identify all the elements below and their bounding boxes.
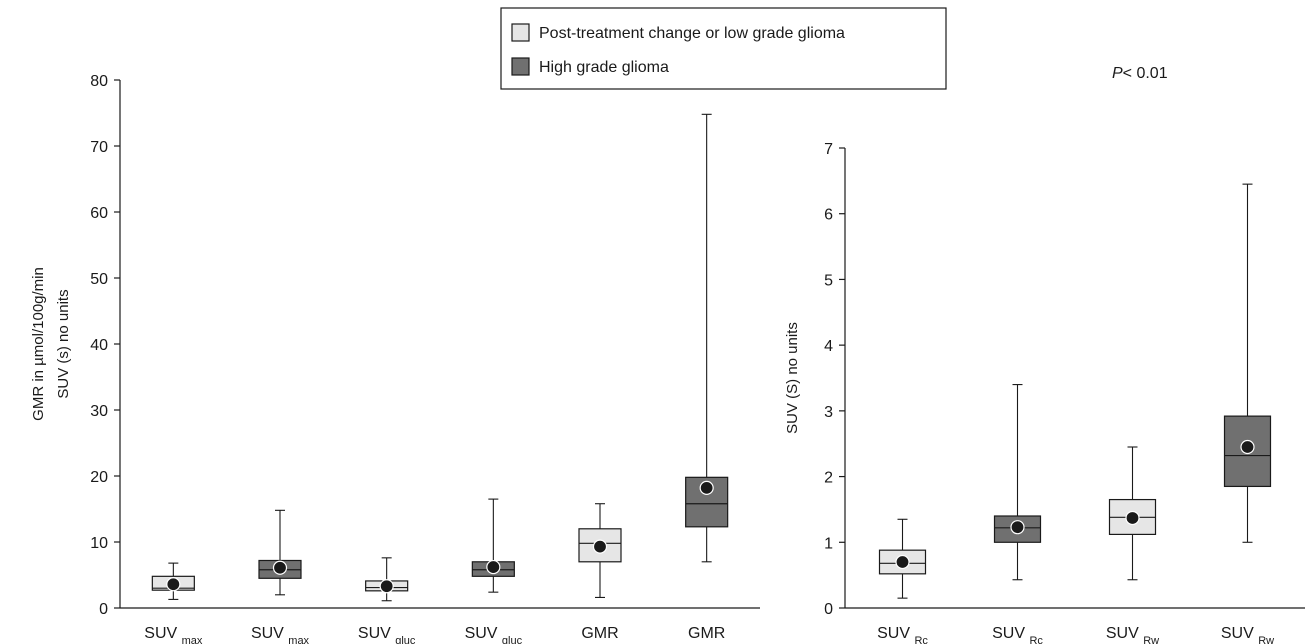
legend-frame [500,7,947,90]
legend-swatch-high [511,57,530,76]
y-tick-label: 20 [90,469,108,486]
category-label-main: SUV [465,625,502,642]
y-tick-label: 10 [90,535,108,552]
legend-swatch-low [511,23,530,42]
category-label-subscript: gluc [395,635,416,644]
p-value-annotation: P< 0.01 [1112,65,1168,82]
mean-marker [166,577,181,592]
category-label: GMR [688,625,725,642]
box-high [1223,183,1272,543]
category-label: SUV Rc [877,625,928,644]
category-label-subscript: gluc [502,635,523,644]
y-tick-label: 7 [824,141,833,158]
mean-marker [895,554,910,570]
category-label-main: SUV [358,625,395,642]
y-tick-label: 80 [90,73,108,90]
y-tick-label: 2 [824,470,833,487]
mean-marker [272,560,288,575]
category-label-main: SUV [1106,625,1143,642]
category-label-subscript: Rc [914,635,928,644]
category-label-subscript: Rc [1029,635,1043,644]
y-tick-label: 4 [824,338,833,355]
y-tick-label: 60 [90,205,108,222]
mean-marker [1240,439,1255,455]
y-tick-label: 40 [90,337,108,354]
mean-marker [486,559,501,575]
y-tick-label: 0 [99,601,108,618]
mean-marker [379,579,394,594]
y-axis-label: GMR in µmol/100g/min [30,267,47,421]
mean-marker [1010,520,1025,535]
category-label: SUV max [144,625,203,644]
category-label-subscript: max [182,635,203,644]
y-tick-label: 5 [824,272,833,289]
category-label: GMR [581,625,618,642]
y-axis-label: SUV (s) no units [55,289,72,398]
y-tick-label: 50 [90,271,108,288]
y-axis-label: SUV (S) no units [784,322,801,434]
box-high [993,384,1042,581]
category-label-main: SUV [144,625,181,642]
box-low [878,518,927,599]
box-low [151,562,195,600]
box-low [578,503,622,598]
box-low [365,557,409,602]
y-tick-label: 1 [824,535,833,552]
p-value-threshold: < 0.01 [1123,65,1168,82]
y-tick-label: 30 [90,403,108,420]
category-label-main: GMR [688,625,725,642]
mean-marker [1125,510,1140,526]
category-label: SUV gluc [358,625,416,644]
category-label-subscript: Rw [1258,635,1274,644]
category-label: SUV Rw [1106,625,1159,644]
category-label: SUV max [251,625,310,644]
category-label: SUV Rw [1221,625,1274,644]
legend: Post-treatment change or low grade gliom… [500,7,947,90]
category-label-subscript: max [288,635,309,644]
y-tick-label: 3 [824,404,833,421]
box-high [685,113,729,563]
mean-marker [592,539,608,554]
category-label: SUV gluc [465,625,523,644]
category-label-main: SUV [992,625,1029,642]
box-high [258,509,302,596]
category-label-main: SUV [251,625,288,642]
y-tick-label: 0 [824,601,833,618]
y-tick-label: 6 [824,207,833,224]
category-label-subscript: Rw [1143,635,1159,644]
mean-marker [699,480,714,495]
category-label-main: SUV [1221,625,1258,642]
category-label-main: SUV [877,625,914,642]
p-value-symbol: P [1112,65,1123,82]
left-panel: 0 10 20 30 40 50 60 70 80 GMR in µmol/100g/min SUV… [30,73,760,644]
category-label-main: GMR [581,625,618,642]
legend-label-high: High grade glioma [539,59,669,76]
y-tick-label: 70 [90,139,108,156]
box-high [471,498,515,593]
box-low [1108,446,1157,581]
category-label: SUV Rc [992,625,1043,644]
legend-label-low: Post-treatment change or low grade gliom… [539,25,845,42]
